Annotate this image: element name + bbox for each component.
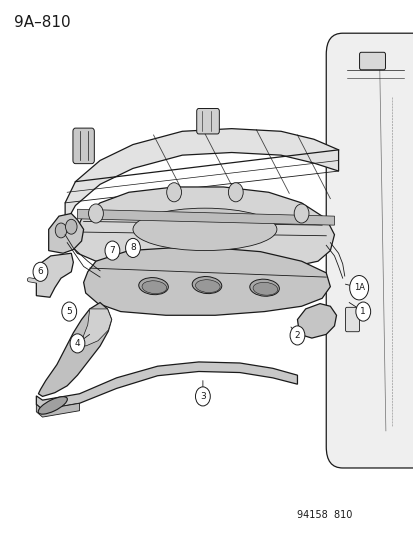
Polygon shape [49,214,83,253]
Circle shape [290,326,304,345]
Polygon shape [36,362,297,410]
Text: 3: 3 [199,392,205,401]
Text: 9A–810: 9A–810 [14,14,70,30]
FancyBboxPatch shape [359,52,385,70]
Circle shape [125,238,140,257]
Circle shape [228,183,242,202]
Polygon shape [81,309,112,346]
Ellipse shape [252,282,277,295]
Text: 6: 6 [38,268,43,276]
Text: 1A: 1A [353,283,364,292]
Text: 4: 4 [74,339,80,348]
Polygon shape [297,304,336,338]
Circle shape [105,241,119,260]
Ellipse shape [138,278,168,295]
Polygon shape [83,248,330,316]
Text: 1: 1 [360,307,365,316]
Text: 7: 7 [109,246,115,255]
Text: 5: 5 [66,307,72,316]
Ellipse shape [192,277,221,294]
Circle shape [88,204,103,223]
Ellipse shape [195,280,220,293]
Circle shape [62,302,76,321]
Text: 8: 8 [130,244,135,253]
Polygon shape [36,253,73,297]
Text: 2: 2 [294,331,299,340]
Ellipse shape [133,208,276,251]
Circle shape [166,183,181,202]
Circle shape [349,276,368,300]
Ellipse shape [38,397,67,414]
Circle shape [55,223,66,238]
FancyBboxPatch shape [196,109,219,134]
Polygon shape [71,187,334,273]
Polygon shape [36,403,79,417]
FancyBboxPatch shape [345,308,359,332]
Circle shape [70,334,85,353]
Text: 94158  810: 94158 810 [297,510,352,520]
Circle shape [294,204,308,223]
Circle shape [65,219,77,234]
Polygon shape [77,209,334,225]
Ellipse shape [142,281,166,294]
Circle shape [355,302,370,321]
FancyBboxPatch shape [325,33,413,468]
Circle shape [33,262,48,281]
Polygon shape [65,128,338,224]
FancyBboxPatch shape [73,128,94,164]
Circle shape [195,387,210,406]
Ellipse shape [249,279,279,296]
Polygon shape [38,303,112,397]
